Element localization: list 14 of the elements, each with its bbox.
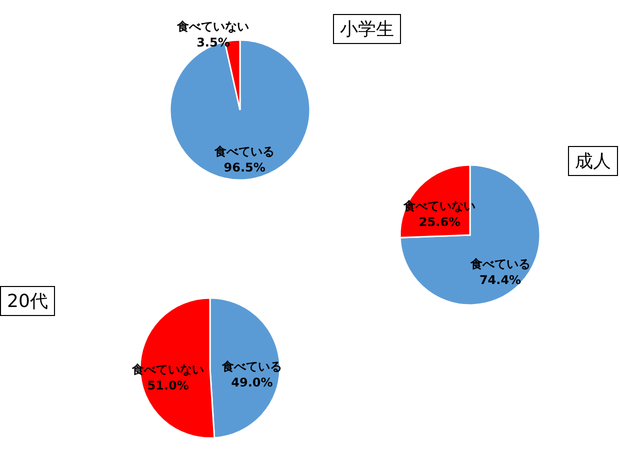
data-label: 25.6% xyxy=(418,214,461,229)
chart-title: 20代 xyxy=(0,286,55,316)
text: 小学生 xyxy=(333,14,401,44)
data-label: 74.4% xyxy=(479,273,522,288)
data-label: 49.0% xyxy=(231,376,273,390)
data-label: 51.0% xyxy=(147,378,189,392)
data-label: 96.5% xyxy=(224,160,266,175)
slice-label: 食べている xyxy=(214,144,275,159)
data-label: 3.5% xyxy=(196,36,230,50)
text: 成人 xyxy=(568,146,618,176)
pie-slice xyxy=(169,39,311,181)
slice-label: 食べていない xyxy=(176,20,250,34)
slice-label: 食べている xyxy=(469,257,530,272)
pie-slice xyxy=(399,164,541,306)
